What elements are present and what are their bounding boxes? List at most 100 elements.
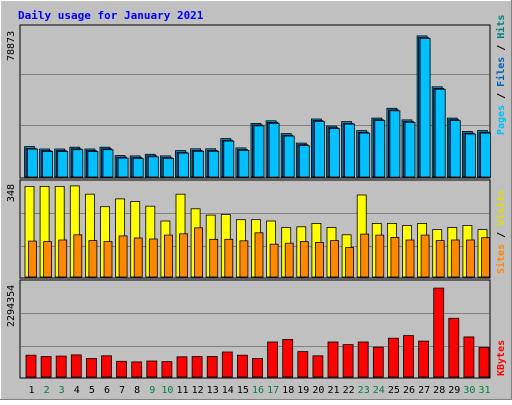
bar-pages-day-22 (344, 123, 356, 178)
bar-pages-day-15 (238, 149, 250, 178)
x-tick-label-day-29: 29 (448, 385, 460, 396)
bar-kbytes-day-25 (387, 337, 399, 378)
bar-kbytes-day-27 (418, 340, 430, 378)
bar-kbytes-day-23 (357, 341, 369, 378)
bar-sites-day-25 (390, 236, 400, 278)
bar-pages-day-27 (419, 38, 431, 178)
x-tick-label-day-31: 31 (478, 385, 490, 396)
x-tick-label-day-8: 8 (134, 385, 140, 396)
bar-pages-day-23 (359, 132, 371, 178)
bar-kbytes-day-31 (478, 347, 490, 378)
bar-sites-day-15 (239, 240, 249, 278)
ytick-label-visits: 348 (6, 184, 17, 202)
bar-sites-day-4 (73, 234, 83, 278)
x-tick-label-day-17: 17 (267, 385, 279, 396)
ylabel-files: Files (495, 57, 507, 87)
bar-kbytes-day-11 (176, 356, 188, 378)
bar-kbytes-day-29 (448, 317, 460, 378)
bar-kbytes-day-22 (342, 344, 354, 378)
bar-pages-day-29 (449, 120, 461, 178)
x-tick-label-day-6: 6 (104, 385, 110, 396)
x-tick-label-day-25: 25 (388, 385, 400, 396)
x-tick-label-day-15: 15 (237, 385, 249, 396)
bar-sites-day-28 (435, 240, 445, 278)
x-axis-day-labels: 1 2 3 4 5 6 7 8 9 10 11 12 13 14 15 16 17 18 19 20 21 22 23 24 2… (28, 385, 490, 396)
x-tick-label-day-19: 19 (297, 385, 309, 396)
bar-sites-day-1 (28, 240, 37, 278)
bar-sites-day-7 (118, 235, 128, 278)
bar-pages-day-31 (480, 132, 491, 178)
x-tick-label-day-22: 22 (343, 385, 355, 396)
bar-kbytes-day-18 (282, 338, 294, 378)
bar-pages-day-24 (374, 120, 386, 178)
bar-sites-day-29 (450, 239, 460, 278)
bar-pages-day-6 (102, 149, 114, 178)
bar-pages-day-2 (42, 151, 53, 178)
bar-pages-day-8 (132, 157, 144, 178)
bar-sites-day-19 (299, 241, 309, 278)
bar-kbytes-day-30 (463, 336, 475, 378)
bar-pages-day-20 (313, 121, 325, 178)
bar-sites-day-17 (269, 243, 279, 278)
bar-kbytes-day-26 (403, 335, 414, 378)
ylabel-kbytes: KBytes (496, 340, 507, 376)
x-tick-label-day-16: 16 (252, 385, 264, 396)
x-tick-label-day-18: 18 (282, 385, 294, 396)
bar-sites-day-16 (254, 232, 264, 278)
bar-sites-day-22 (345, 247, 355, 278)
x-tick-label-day-28: 28 (433, 385, 445, 396)
ylabel-visits: Visits (495, 190, 507, 226)
bar-pages-day-12 (193, 150, 205, 178)
bar-kbytes-day-21 (327, 341, 339, 378)
ylabel-pages: Pages (496, 105, 507, 135)
bar-pages-day-28 (434, 88, 446, 178)
bar-pages-day-16 (253, 125, 265, 178)
bar-kbytes-day-10 (161, 361, 173, 378)
bar-sites-day-27 (420, 234, 430, 278)
x-tick-label-day-26: 26 (403, 385, 415, 396)
bar-pages-day-18 (283, 135, 295, 178)
bar-pages-day-13 (208, 150, 220, 178)
bar-sites-day-20 (314, 241, 324, 278)
bar-sites-day-21 (330, 240, 339, 278)
bar-kbytes-day-28 (433, 287, 445, 378)
bar-kbytes-day-20 (312, 355, 324, 378)
x-tick-label-day-23: 23 (358, 385, 370, 396)
bars-kbytes (25, 287, 490, 378)
chart-title: Daily usage for January 2021 (18, 9, 204, 22)
bar-kbytes-day-6 (101, 355, 112, 378)
bar-pages-day-19 (298, 145, 310, 178)
ylabel-hits-files-pages: Pages / Files / Hits (495, 15, 507, 135)
x-tick-label-day-5: 5 (89, 385, 95, 396)
bar-sites-day-10 (163, 234, 173, 278)
bar-kbytes-day-13 (206, 356, 218, 378)
ytick-label-kbytes: 2294354 (6, 285, 17, 327)
bar-sites-day-9 (148, 238, 158, 278)
x-tick-label-day-7: 7 (119, 385, 125, 396)
bar-kbytes-day-15 (236, 354, 248, 378)
bar-kbytes-day-14 (221, 351, 233, 378)
bar-sites-day-18 (284, 242, 294, 278)
bar-kbytes-day-9 (146, 360, 158, 378)
bar-pages-day-10 (162, 157, 174, 178)
bars-visits-sites (24, 185, 490, 278)
bar-pages-day-25 (389, 110, 401, 178)
bar-kbytes-day-8 (131, 361, 143, 378)
bar-pages-day-17 (268, 122, 280, 178)
bar-kbytes-day-1 (25, 354, 37, 378)
x-tick-label-day-10: 10 (161, 385, 173, 396)
bar-sites-day-3 (58, 239, 68, 278)
bar-pages-day-30 (464, 133, 476, 178)
bar-sites-day-14 (224, 238, 234, 278)
bar-kbytes-day-4 (70, 354, 82, 378)
ylabel-hits: Hits (495, 15, 507, 39)
bar-sites-day-6 (103, 241, 113, 278)
x-tick-label-day-4: 4 (74, 385, 80, 396)
bar-pages-day-26 (404, 122, 416, 178)
bar-sites-day-13 (209, 238, 219, 278)
bar-kbytes-day-3 (55, 355, 67, 378)
x-tick-label-day-14: 14 (222, 385, 234, 396)
bar-kbytes-day-17 (267, 341, 279, 378)
ylabel-visits-sites: Sites / Visits (495, 190, 507, 274)
